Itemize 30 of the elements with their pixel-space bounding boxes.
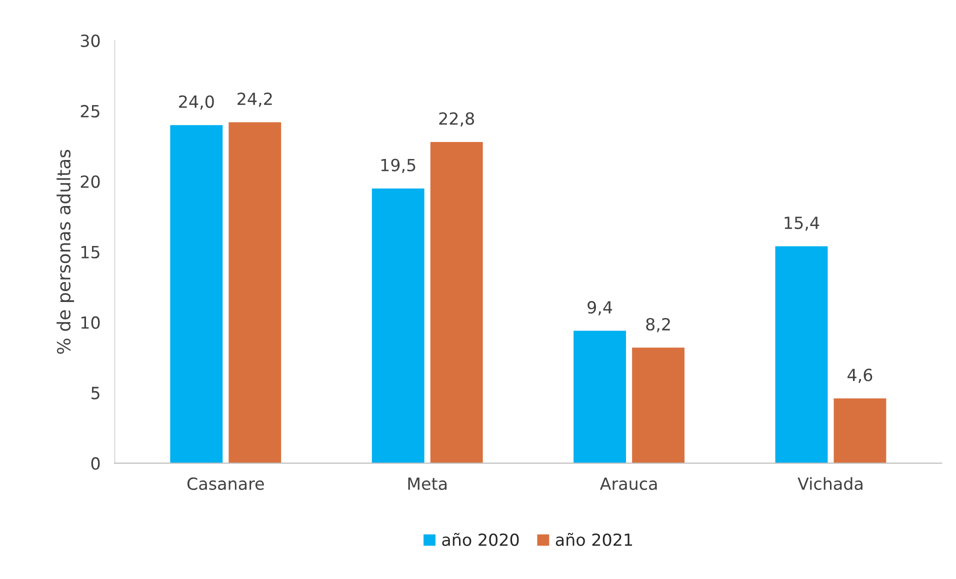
x-tick-label: Meta — [408, 478, 447, 490]
y-tick-label: 5 — [92, 386, 100, 400]
y-tick-label: 15 — [81, 246, 100, 258]
data-label: 24,0 — [179, 95, 214, 110]
bar — [775, 246, 828, 464]
bar — [834, 398, 886, 464]
x-tick-label: Vichada — [798, 477, 862, 490]
y-tick-label: 30 — [80, 34, 100, 48]
data-label: 19,5 — [381, 158, 416, 174]
bar — [170, 125, 223, 464]
bar — [228, 122, 282, 464]
y-tick-label: 0 — [91, 457, 100, 470]
bar — [372, 188, 424, 464]
y-tick-label: 20 — [80, 175, 100, 188]
y-axis-title: % de personas adultas — [56, 150, 74, 354]
data-label: 9,4 — [588, 301, 612, 316]
data-label: 22,8 — [439, 112, 474, 127]
y-tick-label: 25 — [80, 104, 100, 118]
data-label: 15,4 — [784, 216, 820, 231]
data-label: 24,2 — [238, 92, 272, 107]
bar — [574, 330, 626, 464]
bar — [632, 348, 684, 464]
data-label: 8,2 — [646, 318, 670, 332]
x-tick-label: Casanare — [187, 477, 264, 490]
legend-label: año 2020 — [442, 532, 519, 546]
y-tick-label: 10 — [81, 316, 100, 329]
data-label: 4,6 — [848, 368, 872, 383]
legend-label: año 2021 — [556, 532, 632, 546]
bar — [430, 142, 483, 464]
x-tick-label: Arauca — [600, 478, 657, 490]
